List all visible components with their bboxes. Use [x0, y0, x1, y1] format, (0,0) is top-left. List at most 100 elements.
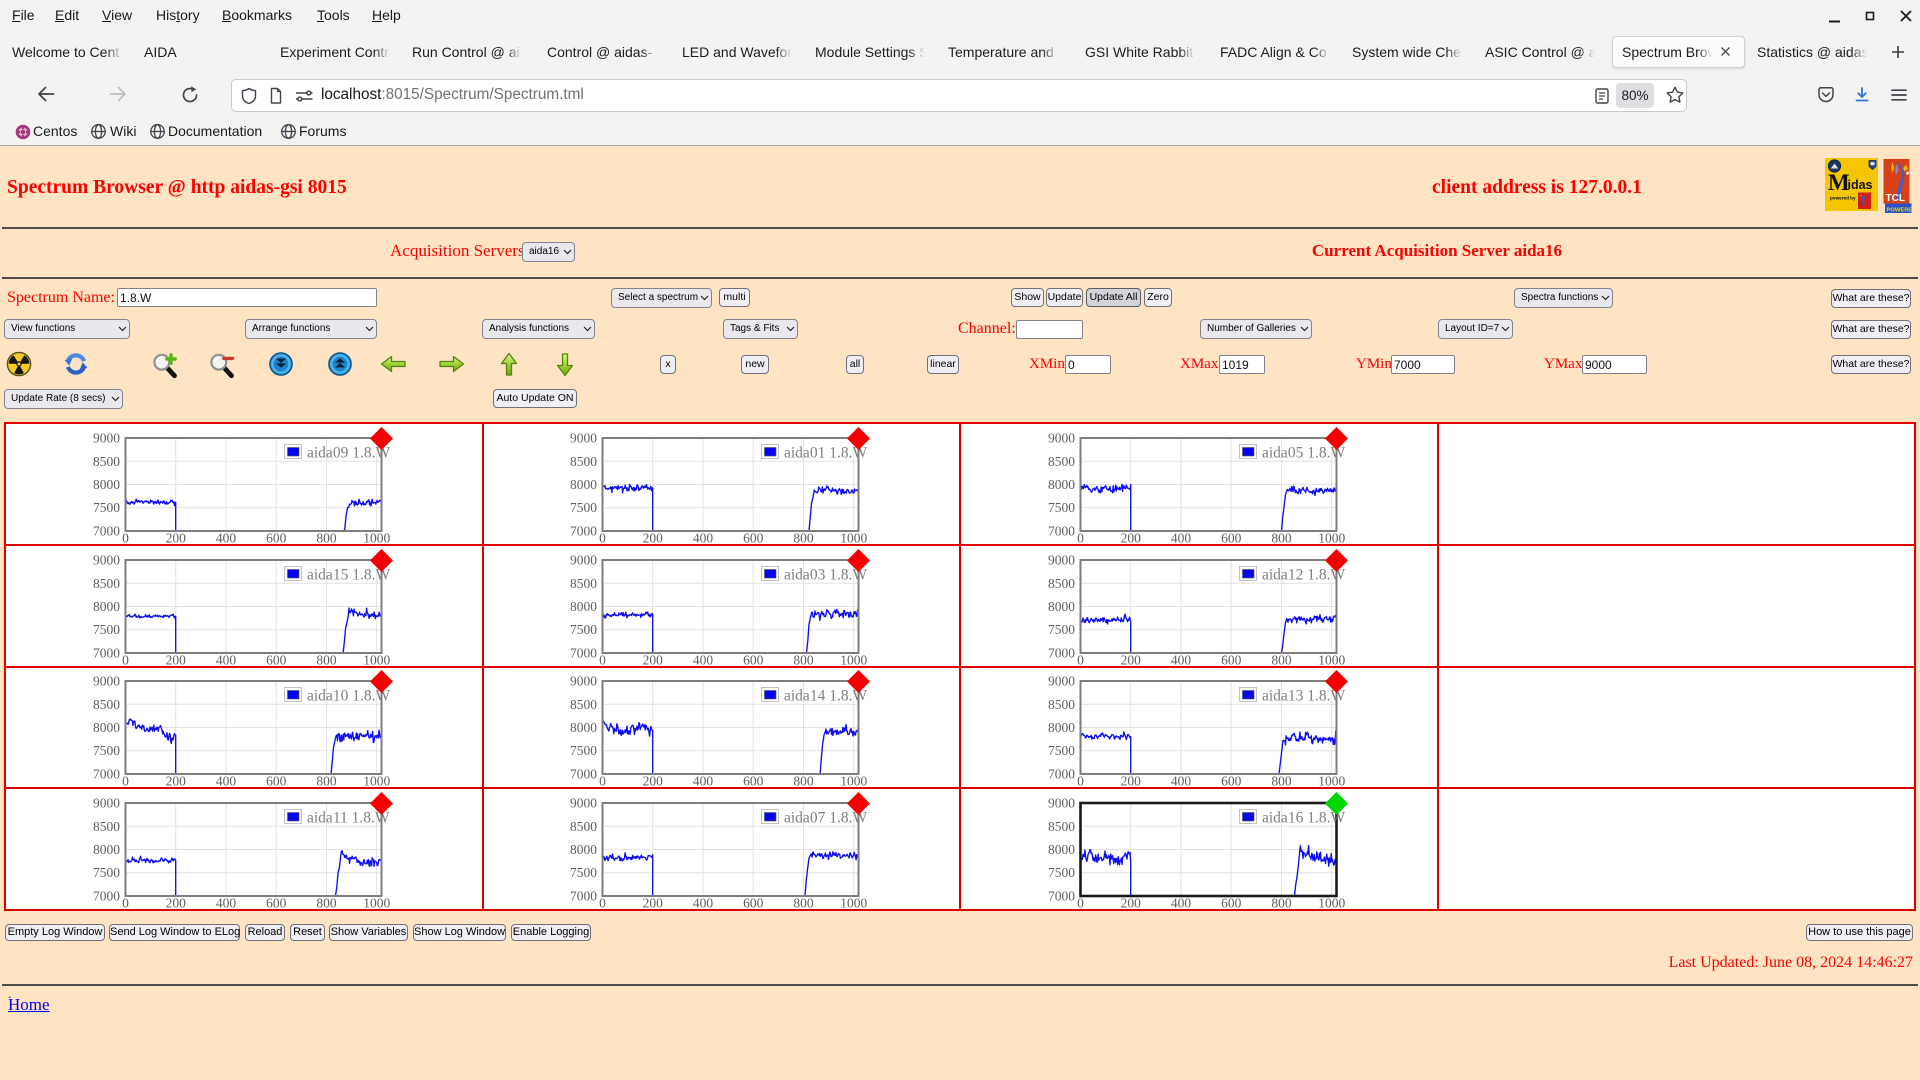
- svg-text:400: 400: [216, 652, 237, 667]
- svg-text:8000: 8000: [93, 477, 120, 492]
- svg-text:9000: 9000: [570, 795, 597, 810]
- svg-text:powered by: powered by: [1830, 196, 1856, 201]
- svg-text:7500: 7500: [570, 622, 597, 637]
- svg-text:8500: 8500: [1048, 818, 1075, 833]
- svg-text:aida10 1.8.W: aida10 1.8.W: [307, 688, 390, 705]
- svg-text:8500: 8500: [93, 818, 120, 833]
- svg-text:200: 200: [1120, 895, 1141, 910]
- svg-text:200: 200: [643, 774, 664, 789]
- svg-text:7000: 7000: [93, 767, 120, 782]
- svg-text:600: 600: [1221, 652, 1242, 667]
- svg-text:7500: 7500: [93, 622, 120, 637]
- svg-text:0: 0: [599, 774, 606, 789]
- svg-text:600: 600: [266, 895, 287, 910]
- svg-text:200: 200: [166, 774, 187, 789]
- svg-text:9000: 9000: [1048, 795, 1075, 810]
- svg-text:800: 800: [794, 652, 815, 667]
- svg-text:7000: 7000: [1048, 767, 1075, 782]
- svg-text:1000: 1000: [1318, 895, 1345, 910]
- svg-text:8000: 8000: [93, 842, 120, 857]
- svg-text:1000: 1000: [1318, 774, 1345, 789]
- svg-text:idas: idas: [1848, 178, 1873, 192]
- svg-text:200: 200: [1120, 531, 1141, 546]
- svg-text:8000: 8000: [570, 477, 597, 492]
- svg-text:800: 800: [316, 531, 337, 546]
- svg-text:M: M: [1828, 170, 1850, 195]
- svg-text:400: 400: [216, 895, 237, 910]
- svg-text:400: 400: [693, 895, 714, 910]
- svg-text:8000: 8000: [570, 720, 597, 735]
- svg-text:8000: 8000: [93, 720, 120, 735]
- svg-text:800: 800: [794, 531, 815, 546]
- svg-text:8000: 8000: [570, 842, 597, 857]
- svg-text:800: 800: [1271, 531, 1292, 546]
- svg-text:800: 800: [1271, 895, 1292, 910]
- svg-text:7000: 7000: [1048, 524, 1075, 539]
- svg-text:aida16 1.8.W: aida16 1.8.W: [1262, 809, 1345, 826]
- svg-text:8500: 8500: [570, 818, 597, 833]
- svg-text:800: 800: [316, 774, 337, 789]
- svg-text:0: 0: [1077, 531, 1084, 546]
- svg-text:800: 800: [316, 652, 337, 667]
- svg-text:600: 600: [266, 652, 287, 667]
- svg-text:1000: 1000: [840, 895, 867, 910]
- svg-text:8000: 8000: [93, 599, 120, 614]
- svg-text:400: 400: [216, 774, 237, 789]
- svg-text:aida12 1.8.W: aida12 1.8.W: [1262, 566, 1345, 583]
- svg-text:7000: 7000: [570, 645, 597, 660]
- svg-text:600: 600: [266, 774, 287, 789]
- svg-text:7000: 7000: [1048, 645, 1075, 660]
- svg-text:400: 400: [693, 531, 714, 546]
- svg-text:7000: 7000: [570, 888, 597, 903]
- svg-text:0: 0: [599, 895, 606, 910]
- svg-text:7500: 7500: [1048, 500, 1075, 515]
- svg-text:600: 600: [743, 652, 764, 667]
- svg-text:1000: 1000: [363, 774, 390, 789]
- svg-text:aida05 1.8.W: aida05 1.8.W: [1262, 445, 1345, 462]
- svg-text:200: 200: [643, 531, 664, 546]
- svg-text:400: 400: [693, 652, 714, 667]
- svg-text:9000: 9000: [93, 795, 120, 810]
- svg-text:8000: 8000: [1048, 842, 1075, 857]
- svg-text:9000: 9000: [1048, 674, 1075, 689]
- svg-text:200: 200: [1120, 774, 1141, 789]
- svg-text:600: 600: [1221, 895, 1242, 910]
- svg-text:7500: 7500: [1048, 865, 1075, 880]
- svg-text:8500: 8500: [1048, 454, 1075, 469]
- svg-text:600: 600: [1221, 774, 1242, 789]
- svg-text:600: 600: [266, 531, 287, 546]
- svg-text:8500: 8500: [93, 575, 120, 590]
- svg-text:aida15 1.8.W: aida15 1.8.W: [307, 566, 390, 583]
- svg-text:600: 600: [743, 774, 764, 789]
- svg-text:400: 400: [1170, 531, 1191, 546]
- svg-text:1000: 1000: [1318, 652, 1345, 667]
- svg-text:8500: 8500: [570, 575, 597, 590]
- svg-text:aida01 1.8.W: aida01 1.8.W: [784, 445, 867, 462]
- svg-text:1000: 1000: [363, 531, 390, 546]
- svg-text:600: 600: [1221, 531, 1242, 546]
- svg-text:7500: 7500: [93, 865, 120, 880]
- svg-text:8500: 8500: [93, 697, 120, 712]
- svg-text:aida11 1.8.W: aida11 1.8.W: [307, 809, 390, 826]
- svg-text:7000: 7000: [93, 645, 120, 660]
- svg-text:8500: 8500: [570, 454, 597, 469]
- svg-text:9000: 9000: [570, 674, 597, 689]
- svg-text:200: 200: [166, 531, 187, 546]
- svg-text:800: 800: [1271, 774, 1292, 789]
- svg-text:400: 400: [216, 531, 237, 546]
- svg-text:7500: 7500: [570, 743, 597, 758]
- svg-text:800: 800: [794, 774, 815, 789]
- svg-text:8500: 8500: [93, 454, 120, 469]
- svg-text:400: 400: [1170, 895, 1191, 910]
- svg-text:aida09 1.8.W: aida09 1.8.W: [307, 445, 390, 462]
- svg-text:7500: 7500: [570, 500, 597, 515]
- svg-text:0: 0: [122, 895, 129, 910]
- svg-text:0: 0: [1077, 895, 1084, 910]
- svg-text:800: 800: [794, 895, 815, 910]
- svg-text:7500: 7500: [570, 865, 597, 880]
- svg-text:200: 200: [166, 895, 187, 910]
- svg-text:9000: 9000: [1048, 431, 1075, 446]
- svg-text:7000: 7000: [570, 524, 597, 539]
- svg-text:aida14 1.8.W: aida14 1.8.W: [784, 688, 867, 705]
- svg-text:0: 0: [1077, 774, 1084, 789]
